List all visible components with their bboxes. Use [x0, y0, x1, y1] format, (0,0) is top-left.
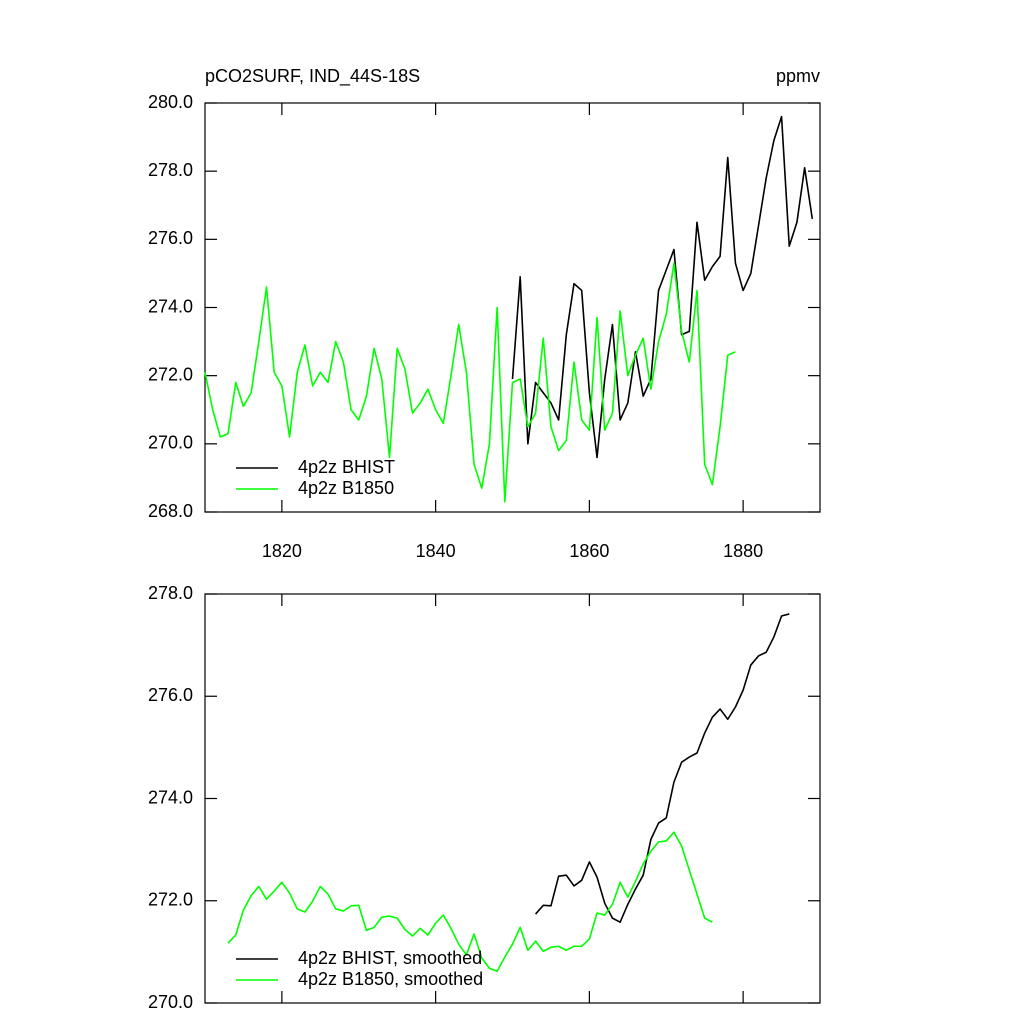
units-label: ppmv: [776, 66, 820, 86]
x-tick-label: 1860: [569, 541, 609, 561]
chart-title: pCO2SURF, IND_44S-18S: [205, 66, 420, 87]
series-line: [534, 613, 790, 924]
legend-label: 4p2z B1850: [298, 478, 394, 498]
y-tick-label: 272.0: [148, 890, 193, 910]
plot-frame: [204, 593, 821, 1004]
y-tick-label: 272.0: [148, 364, 193, 384]
legend-label: 4p2z BHIST: [298, 457, 395, 477]
y-tick-label: 276.0: [148, 228, 193, 248]
x-tick-label: 1840: [416, 541, 456, 561]
y-tick-label: 270.0: [148, 992, 193, 1012]
series-line: [227, 831, 713, 973]
series-line: [204, 262, 736, 503]
y-tick-label: 274.0: [148, 787, 193, 807]
series-line: [511, 115, 814, 459]
y-tick-label: 278.0: [148, 583, 193, 603]
x-tick-label: 1880: [723, 541, 763, 561]
x-tick-label: 1820: [262, 541, 302, 561]
y-tick-label: 268.0: [148, 501, 193, 521]
legend-label: 4p2z B1850, smoothed: [298, 969, 483, 989]
y-tick-label: 276.0: [148, 685, 193, 705]
legend-label: 4p2z BHIST, smoothed: [298, 948, 482, 968]
y-tick-label: 280.0: [148, 92, 193, 112]
y-tick-label: 278.0: [148, 160, 193, 180]
y-tick-label: 270.0: [148, 433, 193, 453]
y-tick-label: 274.0: [148, 296, 193, 316]
